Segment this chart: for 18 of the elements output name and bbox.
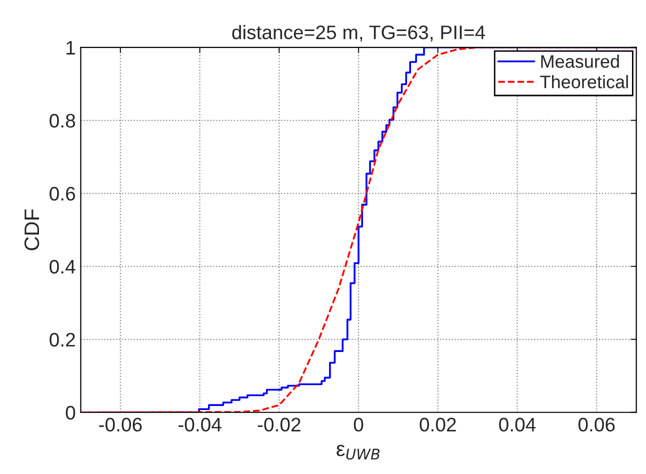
y-tick-label: 0.4 bbox=[50, 260, 76, 274]
y-tick-label: 0.2 bbox=[50, 332, 75, 347]
y-tick-label: 0.8 bbox=[50, 114, 76, 128]
chart-title: distance=25 m, TG=63, PII=4 bbox=[232, 24, 486, 42]
x-tick-label: 0 bbox=[354, 418, 364, 432]
legend-label: Measured bbox=[541, 54, 619, 68]
x-tick-label: 0.06 bbox=[578, 418, 615, 432]
y-tick-label: 1 bbox=[66, 41, 75, 54]
y-tick-label: 0 bbox=[66, 406, 76, 420]
x-axis-title: ε$_{UWB}$ bbox=[336, 444, 380, 460]
x-tick-label: 0.02 bbox=[420, 418, 456, 432]
y-tick-label: 0.6 bbox=[50, 186, 76, 201]
x-tick-label: 0.04 bbox=[499, 418, 536, 432]
x-tick-label: -0.04 bbox=[178, 418, 222, 432]
x-tick-label: -0.06 bbox=[99, 418, 142, 432]
legend-label: Theoretical bbox=[540, 75, 628, 88]
y-axis-title: CDF bbox=[24, 209, 40, 250]
x-tick-label: -0.02 bbox=[258, 418, 300, 432]
